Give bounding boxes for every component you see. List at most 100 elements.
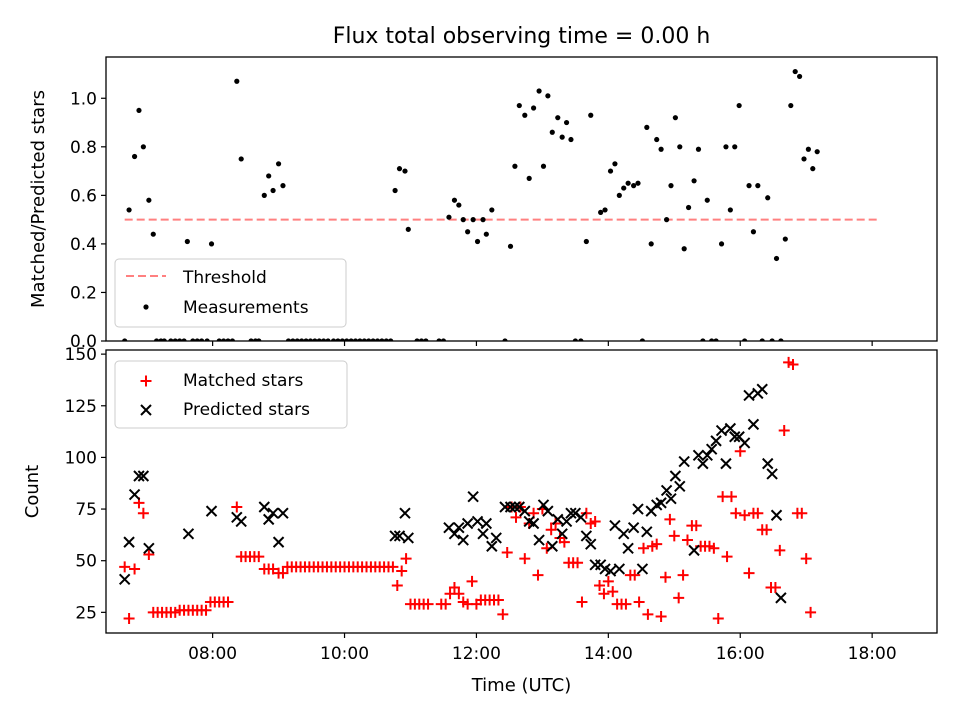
measurement-point (256, 338, 262, 341)
legend-box (114, 258, 347, 328)
x-tick-label: 14:00 (584, 644, 633, 664)
measurement-point (285, 338, 292, 341)
measurement-point (648, 241, 654, 247)
matched-star-point (659, 571, 671, 583)
matched-star-point (655, 610, 667, 622)
measurement-point (204, 338, 210, 341)
plot-area (118, 356, 817, 625)
measurement-point (644, 124, 650, 130)
predicted-star-point (678, 455, 690, 468)
predicted-star-point (655, 497, 667, 509)
measurement-point (718, 241, 725, 247)
matched-star-point (492, 594, 504, 606)
measurement-point (383, 338, 389, 341)
measurement-point (290, 338, 296, 341)
predicted-star-point (143, 542, 155, 555)
measurement-point (465, 229, 471, 235)
predicted-star-point (747, 418, 760, 431)
predicted-star-point (527, 517, 540, 530)
legend-threshold-label: Threshold (182, 268, 267, 288)
matched-star-point (391, 579, 403, 591)
predicted-star-point (613, 563, 626, 575)
predicted-star-point (128, 488, 141, 501)
measurement-point (663, 217, 670, 223)
y-tick-label: 0.0 (70, 332, 97, 352)
predicted-star-point (519, 505, 531, 517)
matched-star-point (739, 509, 751, 521)
x-tick-label: 12:00 (452, 644, 501, 664)
top-panel-ratio-plot: 0.0 0.2 0.4 0.6 0.8 1.0 Matched/Predicted star… (28, 56, 938, 352)
matched-star-point (222, 596, 234, 608)
matched-star-point (550, 518, 562, 530)
legend-measurements-label: Measurements (183, 298, 309, 318)
matched-star-point (129, 563, 141, 575)
measurement-point (136, 107, 142, 114)
measurement-point (536, 88, 542, 94)
measurement-point (316, 338, 322, 341)
measurement-point (405, 226, 411, 232)
matched-star-point (519, 553, 531, 565)
matched-star-point (143, 549, 155, 561)
x-tick-label: 16:00 (716, 644, 765, 664)
predicted-star-point (490, 532, 502, 544)
measurement-point (530, 105, 537, 111)
matched-star-point (673, 592, 685, 604)
measurement-point (639, 338, 646, 341)
measurement-point (773, 255, 780, 262)
predicted-star-point (480, 517, 493, 530)
predicted-star-point (182, 528, 195, 540)
measurement-point (555, 115, 561, 121)
predicted-star-point (618, 528, 630, 540)
measurement-point (153, 338, 160, 341)
measurement-point (150, 231, 156, 237)
predicted-star-point (537, 499, 550, 511)
matched-star-point (466, 575, 478, 587)
measurement-point (146, 197, 152, 203)
matched-star-point (396, 565, 408, 577)
measurement-point (221, 338, 227, 341)
matched-star-point (576, 596, 588, 608)
predicted-star-point (669, 470, 682, 482)
measurement-point (470, 217, 476, 223)
measurement-point (755, 183, 761, 189)
matched-star-point (774, 544, 786, 556)
measurement-point (199, 338, 205, 341)
predicted-star-point (688, 544, 700, 557)
measurement-point (299, 338, 305, 341)
measurement-point (792, 68, 798, 75)
predicted-star-point (585, 538, 597, 550)
y-tick-label: 0.2 (70, 283, 97, 303)
legend-predicted-label: Predicted stars (183, 400, 310, 420)
predicted-star-point (738, 437, 751, 449)
measurement-point (480, 217, 486, 223)
matched-star-point (651, 538, 663, 550)
y-tick-label: 25 (75, 603, 97, 623)
y-tick-label: 75 (75, 500, 97, 520)
matched-star-point (231, 501, 243, 513)
measurement-point (225, 338, 231, 341)
measurement-point (588, 112, 594, 118)
matched-star-point (800, 553, 812, 565)
measurement-point (765, 195, 771, 201)
measurement-point (677, 144, 683, 150)
matched-star-point (448, 582, 460, 594)
matched-star-point (787, 358, 799, 370)
y-axis-label: Matched/Predicted stars (28, 90, 49, 308)
predicted-star-point (457, 534, 469, 546)
predicted-star-point (277, 507, 289, 519)
predicted-star-point (533, 534, 545, 546)
predicted-star-point (743, 389, 755, 402)
matched-star-point (277, 567, 289, 579)
matched-star-point (558, 536, 570, 548)
y-tick-label: 125 (65, 397, 97, 417)
matched-star-point (712, 613, 724, 625)
measurement-point (549, 129, 555, 135)
predicted-star-point (715, 424, 728, 437)
predicted-star-point (604, 565, 617, 577)
predicted-star-point (205, 505, 218, 517)
matched-star-point (589, 515, 601, 527)
measurement-point (685, 204, 692, 211)
predicted-star-point (575, 511, 587, 524)
measurement-point (208, 241, 215, 247)
measurement-point (704, 197, 710, 203)
